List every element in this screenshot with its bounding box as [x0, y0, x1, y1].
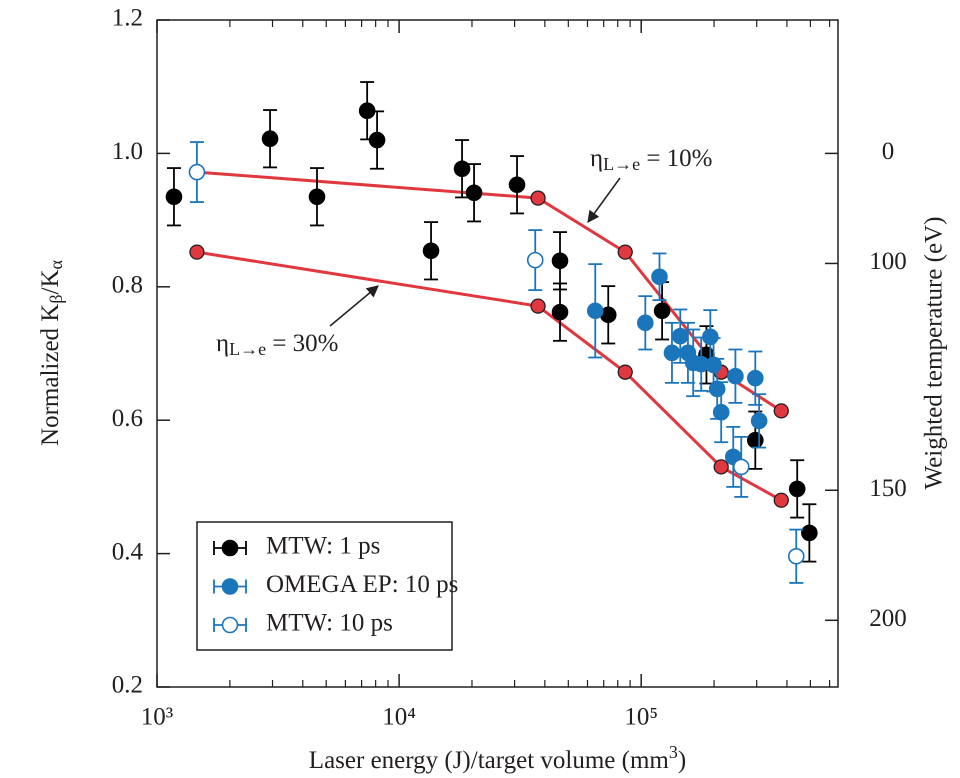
y-tick-label: 1.0 — [112, 138, 143, 165]
data-point — [708, 380, 726, 398]
annotation: ηL→e = 30% — [216, 330, 339, 360]
y-axis-label: Normalized Kβ/Kα — [37, 259, 67, 445]
label-part: L→e — [603, 154, 640, 174]
data-point — [188, 163, 206, 181]
y-tick-label: 1.2 — [112, 5, 143, 32]
label-part: Laser energy (J)/target volume (mm — [309, 747, 670, 774]
label-part: = 30% — [266, 330, 338, 357]
data-point — [702, 328, 719, 346]
data-point — [732, 458, 750, 476]
y-tick-label: 0.2 — [112, 672, 143, 699]
data-point — [746, 431, 764, 449]
data-point — [261, 130, 279, 148]
y2-axis-label: Weighted temperature (eV) — [921, 217, 948, 490]
label-part: 3 — [669, 742, 678, 762]
legend-marker — [221, 616, 239, 634]
data-point — [788, 480, 806, 498]
model-point — [773, 403, 789, 419]
model-point — [617, 364, 633, 380]
data-point — [465, 184, 483, 202]
annotation: ηL→e = 10% — [590, 145, 713, 175]
y2-tick-label: 100 — [869, 248, 907, 275]
data-point — [551, 303, 569, 321]
model-point — [617, 244, 633, 260]
y2-tick-label: 150 — [869, 475, 907, 502]
data-point — [663, 344, 681, 362]
label-part: η — [216, 330, 229, 357]
x-tick-label: 10⁵ — [624, 704, 658, 731]
data-point — [727, 367, 744, 385]
label-part: η — [590, 145, 603, 172]
y-tick-label: 0.6 — [112, 405, 143, 432]
label-part: Normalized K — [37, 304, 64, 446]
label-part: β — [46, 294, 66, 303]
data-point — [705, 356, 722, 374]
data-point — [637, 314, 654, 332]
data-point — [712, 403, 730, 421]
legend-marker — [221, 539, 239, 557]
label-part: ) — [678, 747, 686, 774]
model-point — [713, 459, 729, 475]
y-tick-label: 0.8 — [112, 272, 143, 299]
model-point — [530, 298, 546, 314]
data-point — [508, 176, 526, 194]
x-axis-label: Laser energy (J)/target volume (mm3) — [309, 742, 686, 774]
legend-label: OMEGA EP: 10 ps — [266, 571, 458, 598]
annotation-arrow — [329, 285, 379, 327]
label-part: L→e — [229, 339, 266, 359]
data-point — [653, 302, 671, 320]
legend-marker — [221, 578, 239, 595]
data-point — [586, 302, 604, 320]
data-point — [422, 242, 440, 260]
data-point — [651, 268, 668, 286]
legend-label: MTW: 1 ps — [266, 533, 380, 560]
data-point — [526, 251, 544, 269]
y2-tick-label: 0 — [882, 138, 895, 165]
data-point — [308, 188, 326, 206]
data-point — [801, 524, 818, 542]
data-point — [746, 369, 764, 387]
data-point — [671, 327, 689, 345]
data-point — [551, 252, 569, 270]
x-tick-label: 10³ — [141, 704, 174, 731]
y2-tick-label: 200 — [869, 605, 907, 632]
label-part: α — [46, 259, 66, 269]
y-tick-label: 0.4 — [112, 538, 144, 565]
annotation-arrow — [587, 177, 621, 223]
model-point — [530, 190, 546, 206]
model-point — [773, 492, 789, 508]
model-point — [189, 244, 205, 260]
label-part: /K — [37, 269, 64, 294]
data-point — [165, 188, 183, 206]
data-point — [358, 102, 376, 120]
data-point — [453, 160, 471, 178]
plot-frame — [156, 19, 839, 688]
data-point — [787, 547, 805, 565]
data-point — [750, 412, 768, 430]
data-point — [368, 131, 386, 149]
x-tick-label: 10⁴ — [382, 704, 416, 731]
label-part: = 10% — [640, 145, 712, 172]
legend-label: MTW: 10 ps — [266, 610, 393, 637]
